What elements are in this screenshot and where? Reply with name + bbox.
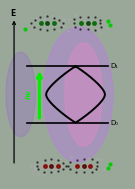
Ellipse shape (43, 27, 113, 162)
Text: E: E (10, 9, 15, 18)
Text: hν: hν (26, 90, 32, 99)
Ellipse shape (6, 52, 35, 137)
Ellipse shape (65, 43, 102, 146)
Text: D₀: D₀ (110, 120, 118, 126)
Text: D₁: D₁ (110, 63, 118, 69)
